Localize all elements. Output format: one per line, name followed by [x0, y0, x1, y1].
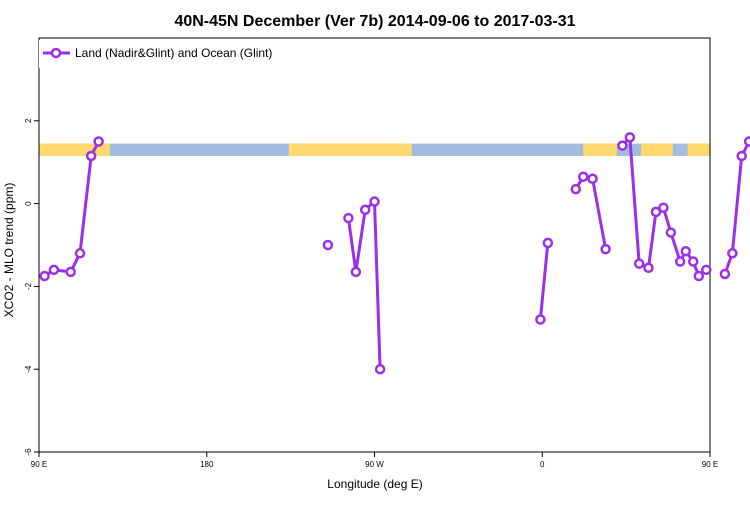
data-point	[65, 266, 76, 278]
y-tick-label: 0	[24, 201, 33, 206]
surface-band	[39, 143, 710, 156]
data-point	[85, 150, 97, 162]
data-point	[743, 136, 750, 147]
x-tick-label: 90 E	[702, 460, 718, 469]
data-point	[587, 173, 598, 185]
band-land	[687, 143, 710, 156]
data-point	[359, 204, 371, 216]
data-point	[693, 270, 705, 282]
y-tick-label: 2	[24, 118, 33, 123]
x-tick-label: 90 W	[365, 460, 384, 469]
y-tick-label: -4	[24, 365, 33, 373]
x-axis: 90 E 180 90 W 0 90 E	[31, 452, 718, 469]
data-point	[374, 363, 386, 375]
data-point	[674, 256, 686, 267]
data-point	[643, 262, 654, 274]
data-point	[719, 268, 731, 280]
chart-title: 40N-45N December (Ver 7b) 2014-09-06 to …	[174, 13, 575, 30]
data-point	[570, 183, 582, 195]
x-axis-label: Longitude (deg E)	[327, 477, 422, 491]
data-point	[600, 243, 611, 255]
data-point	[369, 196, 380, 207]
y-axis: -6 -4 -2 0 2	[24, 118, 39, 456]
data-point	[322, 239, 334, 251]
band-land	[641, 143, 673, 156]
series-layer	[39, 132, 750, 375]
series-line	[43, 140, 100, 278]
legend-label: Land (Nadir&Glint) and Ocean (Glint)	[75, 46, 272, 60]
data-point	[39, 270, 50, 282]
data-point	[633, 258, 645, 269]
legend-box	[39, 40, 311, 68]
band-land	[583, 143, 617, 156]
data-point	[48, 264, 60, 276]
data-point	[658, 202, 669, 213]
data-point	[665, 227, 677, 238]
series-line	[538, 242, 550, 320]
data-point	[343, 212, 354, 224]
y-tick-label: -2	[24, 282, 33, 290]
band-land	[288, 143, 412, 156]
data-point	[736, 150, 747, 162]
data-point	[617, 140, 628, 151]
series-line	[723, 140, 750, 275]
series-line	[346, 200, 382, 370]
data-point	[687, 256, 699, 267]
data-point	[624, 132, 636, 143]
x-tick-label: 0	[540, 460, 545, 469]
data-point	[542, 237, 554, 249]
legend[interactable]: Land (Nadir&Glint) and Ocean (Glint)	[39, 40, 311, 68]
data-point	[680, 245, 692, 257]
y-axis-label: XCO2 - MLO trend (ppm)	[2, 183, 16, 318]
legend-marker	[50, 47, 62, 59]
y-tick-label: -6	[24, 448, 33, 456]
data-point	[701, 264, 712, 276]
data-point	[650, 206, 662, 218]
data-point	[350, 266, 362, 278]
data-point	[578, 171, 589, 182]
data-point	[93, 136, 104, 147]
x-tick-label: 180	[200, 460, 214, 469]
x-tick-label: 90 E	[31, 460, 47, 469]
data-point	[727, 248, 738, 259]
data-point	[74, 248, 86, 259]
data-point	[535, 314, 546, 325]
